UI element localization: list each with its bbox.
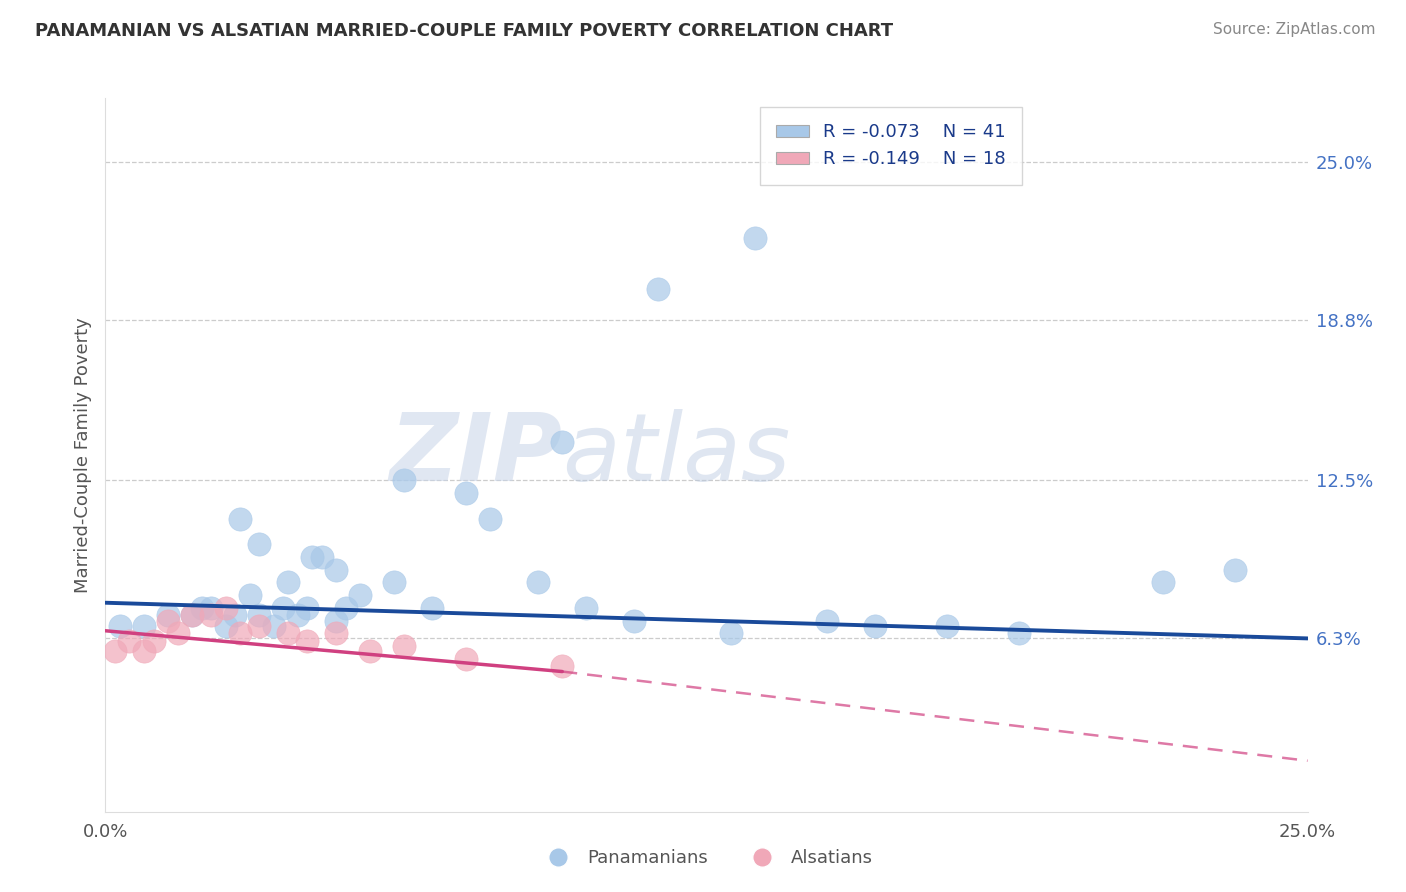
Point <box>1008 626 1031 640</box>
Point <box>200 608 222 623</box>
Point <box>1225 563 1247 577</box>
Point <box>392 639 415 653</box>
Text: PANAMANIAN VS ALSATIAN MARRIED-COUPLE FAMILY POVERTY CORRELATION CHART: PANAMANIAN VS ALSATIAN MARRIED-COUPLE FA… <box>35 22 893 40</box>
Point <box>273 600 295 615</box>
Point <box>575 600 598 615</box>
Text: ZIP: ZIP <box>389 409 562 501</box>
Point <box>214 618 236 632</box>
Point <box>132 618 155 632</box>
Point <box>551 435 574 450</box>
Point <box>382 575 405 590</box>
Point <box>214 600 236 615</box>
Point <box>392 474 415 488</box>
Point <box>190 600 212 615</box>
Point <box>325 626 347 640</box>
Point <box>108 618 131 632</box>
Point <box>247 537 270 551</box>
Point <box>181 608 204 623</box>
Point <box>166 626 188 640</box>
Point <box>936 618 959 632</box>
Point <box>118 634 141 648</box>
Point <box>156 608 179 623</box>
Point <box>132 644 155 658</box>
Point <box>863 618 886 632</box>
Point <box>247 608 270 623</box>
Point <box>422 600 444 615</box>
Point <box>142 634 165 648</box>
Point <box>1152 575 1174 590</box>
Point <box>623 614 645 628</box>
Point <box>104 644 127 658</box>
Point <box>454 486 477 500</box>
Point <box>479 511 502 525</box>
Point <box>277 575 299 590</box>
Point <box>297 600 319 615</box>
Point <box>454 652 477 666</box>
Point <box>200 600 222 615</box>
Point <box>287 608 309 623</box>
Point <box>815 614 838 628</box>
Point <box>325 563 347 577</box>
Point <box>349 588 371 602</box>
Point <box>297 634 319 648</box>
Point <box>156 614 179 628</box>
Point <box>325 614 347 628</box>
Point <box>247 618 270 632</box>
Point <box>551 659 574 673</box>
Point <box>720 626 742 640</box>
Point <box>229 511 252 525</box>
Point <box>181 608 204 623</box>
Point <box>224 608 246 623</box>
Text: Source: ZipAtlas.com: Source: ZipAtlas.com <box>1212 22 1375 37</box>
Point <box>239 588 262 602</box>
Point <box>335 600 357 615</box>
Legend: Panamanians, Alsatians: Panamanians, Alsatians <box>533 842 880 874</box>
Point <box>527 575 550 590</box>
Point <box>311 549 333 564</box>
Y-axis label: Married-Couple Family Poverty: Married-Couple Family Poverty <box>73 317 91 593</box>
Point <box>277 626 299 640</box>
Point <box>647 282 669 296</box>
Text: atlas: atlas <box>562 409 790 500</box>
Point <box>744 231 766 245</box>
Point <box>301 549 323 564</box>
Point <box>359 644 381 658</box>
Point <box>229 626 252 640</box>
Point <box>263 618 285 632</box>
